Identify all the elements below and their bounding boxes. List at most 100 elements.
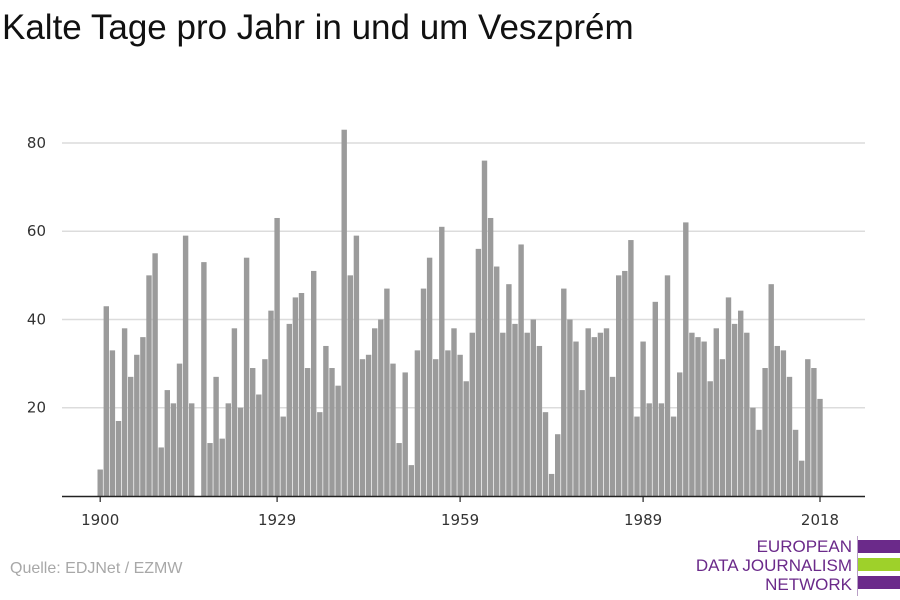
bar-1955 (433, 359, 439, 496)
bar-1939 (335, 385, 341, 496)
bar-1998 (695, 337, 701, 496)
x-tick-label-1959: 1959 (441, 511, 479, 529)
bar-2009 (762, 368, 768, 496)
chart-title: Kalte Tage pro Jahr in und um Veszprém (2, 8, 634, 47)
bar-1933 (298, 293, 305, 496)
bars (97, 129, 823, 497)
bar-1960 (463, 381, 469, 496)
bar-1926 (256, 394, 262, 496)
bar-1911 (164, 390, 170, 496)
bar-1903 (115, 420, 122, 496)
bar-1962 (475, 248, 482, 496)
bar-1969 (518, 244, 524, 496)
bar-1902 (109, 350, 116, 496)
bar-1941 (347, 275, 353, 496)
bar-1970 (524, 332, 530, 496)
bar-1912 (170, 403, 177, 496)
bar-1971 (530, 319, 536, 496)
y-axis: 20 40 60 80 (27, 134, 46, 417)
bar-1981 (591, 337, 597, 496)
bar-1966 (500, 332, 506, 496)
bar-1945 (372, 328, 378, 496)
bar-1951 (408, 465, 414, 496)
edjnet-logo: EUROPEAN DATA JOURNALISM NETWORK (696, 536, 900, 596)
bar-2000 (707, 381, 713, 496)
bar-1900 (97, 469, 103, 496)
bar-1980 (585, 328, 591, 496)
bar-1913 (176, 363, 183, 496)
y-tick-label-40: 40 (27, 310, 46, 328)
bar-1964 (487, 217, 494, 496)
logo-line-1: EUROPEAN (756, 537, 852, 556)
bar-2011 (774, 345, 780, 496)
bar-1930 (280, 416, 286, 496)
bar-1961 (469, 332, 475, 496)
bar-2002 (719, 359, 726, 496)
bar-2010 (768, 284, 774, 496)
bar-1974 (548, 473, 555, 496)
bar-1929 (274, 217, 280, 496)
logo-bar-purple-top (858, 540, 900, 553)
bar-2017 (811, 368, 817, 496)
bar-1985 (616, 275, 622, 496)
bar-1983 (603, 328, 610, 496)
bar-1968 (512, 323, 518, 496)
bar-2003 (725, 297, 732, 496)
bar-1990 (646, 403, 652, 496)
bar-1978 (573, 341, 579, 496)
bar-1987 (628, 240, 634, 496)
bar-2014 (792, 429, 799, 496)
bar-1918 (207, 443, 213, 496)
bar-1995 (677, 372, 683, 496)
bar-1989 (640, 341, 646, 496)
x-axis: 1900 1929 1959 1989 2018 (62, 495, 865, 529)
bar-1950 (402, 372, 408, 496)
bar-1977 (567, 319, 573, 496)
y-tick-label-60: 60 (27, 222, 46, 240)
bar-1988 (634, 416, 640, 496)
bar-1915 (189, 403, 195, 496)
bar-1919 (213, 376, 219, 496)
bar-1976 (561, 288, 567, 496)
bar-1920 (219, 438, 225, 496)
bar-2013 (786, 376, 793, 496)
bar-1996 (683, 222, 689, 497)
bar-1906 (134, 354, 140, 496)
bar-1908 (146, 275, 152, 496)
bar-1965 (494, 266, 500, 496)
bar-1904 (121, 328, 128, 496)
bar-1932 (292, 297, 299, 496)
bar-1991 (652, 301, 658, 496)
bar-1946 (378, 319, 384, 496)
bar-1953 (420, 288, 427, 496)
bar-1924 (243, 257, 250, 496)
bar-1935 (311, 270, 317, 496)
bar-1959 (457, 354, 463, 496)
bar-1940 (341, 129, 347, 496)
bar-1952 (414, 350, 421, 496)
bar-1997 (689, 332, 695, 496)
logo-line-2: DATA JOURNALISM (695, 556, 852, 575)
bar-1917 (201, 262, 207, 496)
bar-1986 (622, 270, 628, 496)
bar-1967 (506, 284, 512, 496)
bar-1934 (304, 368, 311, 496)
bar-1923 (237, 407, 244, 496)
bar-1949 (396, 443, 402, 496)
bar-1957 (445, 350, 451, 496)
x-tick-label-1989: 1989 (624, 511, 662, 529)
bar-1910 (158, 447, 164, 496)
bar-1984 (609, 376, 616, 496)
bar-2018 (817, 398, 823, 496)
bar-1905 (128, 376, 134, 496)
bar-1944 (365, 354, 372, 496)
bar-1975 (555, 434, 561, 496)
bar-2001 (713, 328, 719, 496)
bar-1914 (182, 235, 189, 496)
bar-1954 (426, 257, 433, 496)
logo-line-3: NETWORK (765, 575, 852, 594)
bar-1982 (597, 332, 604, 496)
bar-2015 (799, 460, 805, 496)
bar-2005 (738, 310, 744, 496)
